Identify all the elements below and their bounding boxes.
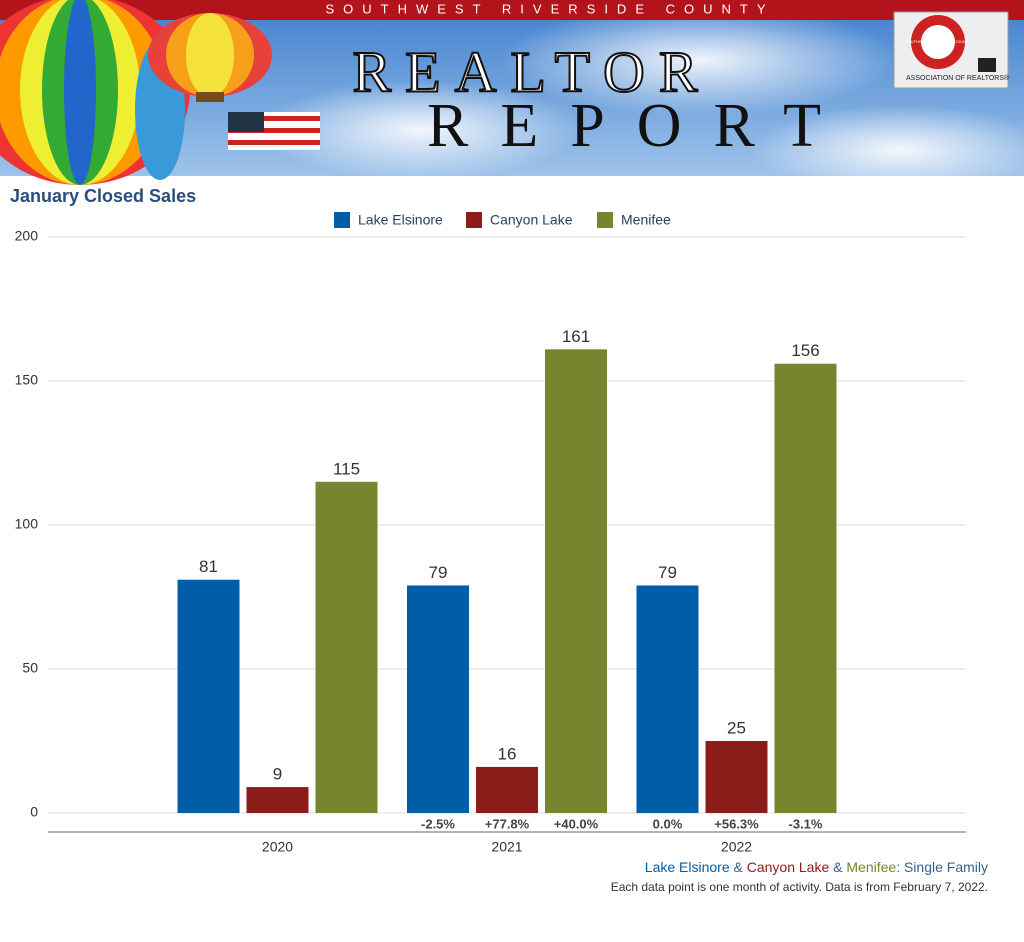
bar <box>476 766 538 813</box>
value-label: 161 <box>562 327 590 346</box>
footer-part: & <box>829 859 846 875</box>
balloon-left <box>0 0 190 185</box>
change-label: +40.0% <box>554 816 599 831</box>
chart-title: January Closed Sales <box>10 186 196 206</box>
footer-part: Lake Elsinore <box>645 859 730 875</box>
banner-title: REALTOR <box>352 39 711 104</box>
x-tick-label: 2021 <box>491 839 522 855</box>
flag <box>228 112 320 150</box>
change-label: +56.3% <box>714 816 759 831</box>
value-label: 79 <box>429 563 448 582</box>
seal-text: SOUTHWEST RIVERSIDE COUNTY <box>905 39 971 44</box>
legend-swatch <box>466 212 482 228</box>
footer-part: Canyon Lake <box>747 859 830 875</box>
y-tick-label: 150 <box>15 372 39 388</box>
footer-part: Menifee <box>846 859 896 875</box>
value-label: 81 <box>199 557 218 576</box>
logo: SOUTHWEST RIVERSIDE COUNTY ASSOCIATION O… <box>893 11 1010 89</box>
legend-label: Menifee <box>621 212 671 228</box>
y-tick-label: 0 <box>30 804 38 820</box>
value-label: 156 <box>791 341 819 360</box>
legend-label: Lake Elsinore <box>358 212 443 228</box>
value-label: 16 <box>498 744 517 763</box>
value-label: 9 <box>273 765 282 784</box>
y-tick-label: 50 <box>22 660 38 676</box>
bar <box>177 579 240 813</box>
change-label: 0.0% <box>653 816 683 831</box>
bar <box>315 481 378 813</box>
footer-part: & <box>730 859 747 875</box>
y-tick-label: 100 <box>15 516 39 532</box>
bar <box>705 741 768 813</box>
legend-swatch <box>334 212 350 228</box>
x-tick-label: 2020 <box>262 839 293 855</box>
footer-note: Each data point is one month of activity… <box>611 880 988 894</box>
value-label: 25 <box>727 718 746 737</box>
bar <box>636 585 699 813</box>
footer-part: : Single Family <box>896 859 988 875</box>
change-label: +77.8% <box>485 816 530 831</box>
bar <box>407 585 469 813</box>
bar <box>774 363 837 813</box>
banner: SOUTHWEST RIVERSIDE COUNTY REALTOR REPOR… <box>0 0 1024 195</box>
bar <box>545 349 607 813</box>
bar <box>246 787 309 813</box>
legend-swatch <box>597 212 613 228</box>
banner-top-line: SOUTHWEST RIVERSIDE COUNTY <box>325 1 774 16</box>
balloon-top <box>148 13 272 102</box>
change-label: -3.1% <box>789 816 823 831</box>
value-label: 115 <box>333 459 360 478</box>
footer-source: Lake Elsinore & Canyon Lake & Menifee: S… <box>645 859 988 875</box>
banner-subtitle: REPORT <box>427 92 853 160</box>
y-tick-label: 200 <box>15 228 39 244</box>
logo-text: ASSOCIATION OF REALTORS® <box>906 74 1010 82</box>
value-label: 79 <box>658 563 677 582</box>
change-label: -2.5% <box>421 816 455 831</box>
x-tick-label: 2022 <box>721 839 752 855</box>
legend-label: Canyon Lake <box>490 212 573 228</box>
